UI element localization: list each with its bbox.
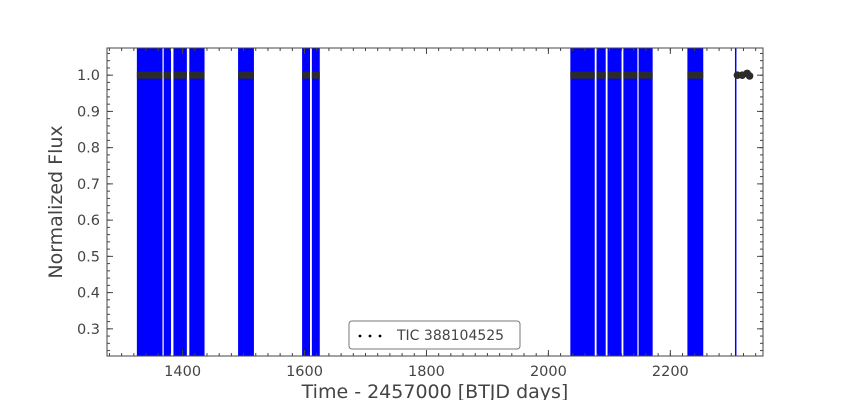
legend-marker xyxy=(358,334,382,338)
y-tick-label: 0.4 xyxy=(77,286,100,302)
flux-point-3 xyxy=(745,72,754,80)
y-tick-label: 0.8 xyxy=(77,141,100,157)
axis-tick-labels: 1400 1600 1800 2000 2200 0.3 0.4 0.5 0.6 0.7 0.8 0.… xyxy=(77,68,689,380)
flux-points-band-11 xyxy=(638,71,653,79)
x-tick-label: 2200 xyxy=(652,364,689,380)
errorbar-block-2 xyxy=(173,48,187,356)
axis-ticks xyxy=(107,48,763,356)
x-tick-label: 1600 xyxy=(286,364,323,380)
x-tick-label: 1800 xyxy=(408,364,445,380)
plot-content xyxy=(136,48,754,356)
errorbar-block-11 xyxy=(638,48,653,356)
flux-points-band-0 xyxy=(136,71,163,79)
x-tick-label: 1400 xyxy=(164,364,201,380)
x-tick-label: 2000 xyxy=(530,364,567,380)
errorbar-block-3 xyxy=(189,48,205,356)
errorbar-block-10 xyxy=(623,48,638,356)
errorbar-block-4 xyxy=(238,48,254,356)
flux-points-band-9 xyxy=(607,71,622,79)
y-axis-label: Normalized Flux xyxy=(45,125,67,278)
flux-points-band-4 xyxy=(238,71,254,79)
y-tick-label: 0.6 xyxy=(77,213,100,229)
legend-marker-dot-2 xyxy=(378,334,382,338)
legend-marker-dot-1 xyxy=(368,334,372,338)
flux-points-band-10 xyxy=(623,71,638,79)
x-axis-label: Time - 2457000 [BTJD days] xyxy=(301,381,569,400)
flux-points-band-3 xyxy=(189,71,205,79)
errorbar-block-8 xyxy=(596,48,606,356)
flux-points-band-7 xyxy=(570,71,595,79)
legend-label: TIC 388104525 xyxy=(396,328,504,344)
legend: TIC 388104525 xyxy=(348,320,521,350)
legend-marker-dot-0 xyxy=(358,334,362,338)
axes-frame xyxy=(106,47,764,357)
flux-points-band-6 xyxy=(311,71,320,79)
errorbar-block-1 xyxy=(163,48,172,356)
y-tick-label: 1.0 xyxy=(77,68,100,84)
flux-points-band-5 xyxy=(302,71,311,79)
flux-points-band-2 xyxy=(173,71,187,79)
y-tick-label: 0.5 xyxy=(77,249,100,265)
errorbar-block-6 xyxy=(311,48,320,356)
errorbar-block-7 xyxy=(570,48,595,356)
legend-box xyxy=(348,320,521,350)
flux-points-band-8 xyxy=(596,71,606,79)
y-tick-label: 0.7 xyxy=(77,177,100,193)
flux-points-band-1 xyxy=(163,71,172,79)
errorbar-block-13 xyxy=(734,48,737,356)
errorbar-block-12 xyxy=(687,48,704,356)
errorbar-block-9 xyxy=(607,48,622,356)
flux-points-band-12 xyxy=(687,71,704,79)
y-tick-label: 0.9 xyxy=(77,104,100,120)
errorbar-block-5 xyxy=(302,48,311,356)
errorbar-block-0 xyxy=(136,48,163,356)
y-tick-label: 0.3 xyxy=(77,322,100,338)
